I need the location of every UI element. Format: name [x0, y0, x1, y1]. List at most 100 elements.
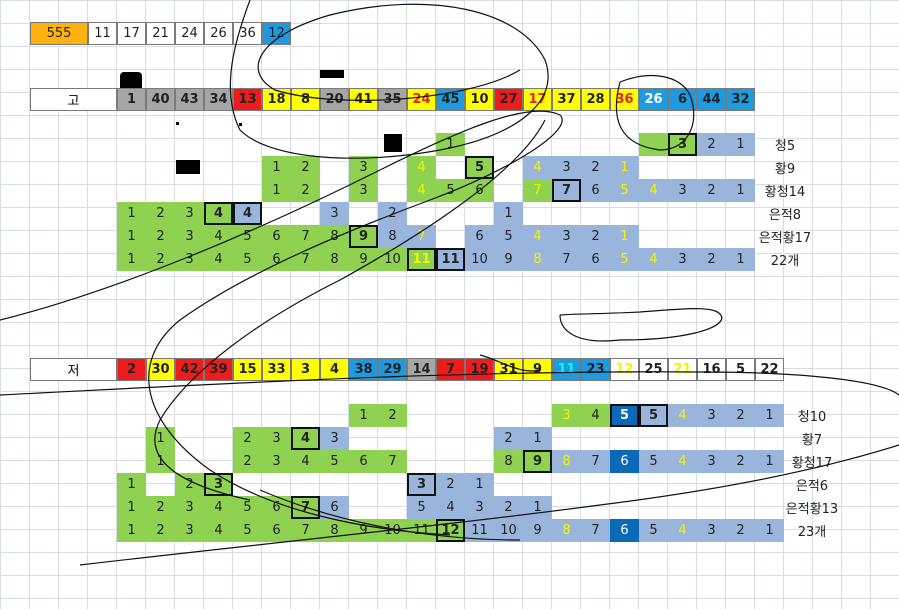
ink-blot [120, 72, 142, 88]
grid-cell: 3 [349, 156, 378, 179]
ink-dot [176, 122, 179, 125]
grid-cell: 1 [117, 225, 146, 248]
grid-cell: 7 [407, 225, 436, 248]
grid-cell: 3 [668, 179, 697, 202]
grid-cell: 10 [465, 248, 494, 271]
grid-cell: 1 [146, 427, 175, 450]
grid-cell: 6 [349, 450, 378, 473]
grid-cell: 8 [552, 450, 581, 473]
header-cell: 17 [523, 88, 552, 111]
grid-cell: 3 [204, 473, 233, 496]
grid-cell: 6 [581, 179, 610, 202]
grid-cell: 3 [175, 248, 204, 271]
grid-cell: 2 [378, 202, 407, 225]
grid-cell: 3 [668, 248, 697, 271]
grid-cell: 1 [726, 248, 755, 271]
header-cell: 12 [610, 358, 639, 381]
row-tag: 23개 [797, 525, 827, 540]
grid-cell [639, 133, 668, 156]
grid-cell: 9 [349, 519, 378, 542]
grid-cell: 6 [610, 450, 639, 473]
grid-cell: 3 [349, 179, 378, 202]
ink-blot [384, 134, 402, 152]
grid-cell: 4 [407, 156, 436, 179]
grid-cell: 2 [726, 519, 755, 542]
grid-cell: 4 [436, 496, 465, 519]
grid-cell: 2 [581, 156, 610, 179]
grid-cell: 1 [755, 519, 784, 542]
grid-cell: 7 [581, 519, 610, 542]
grid-cell: 3 [175, 202, 204, 225]
header-cell: 29 [378, 358, 407, 381]
header-cell: 22 [755, 358, 784, 381]
row-tag: 황청17 [791, 456, 833, 471]
grid-cell: 4 [204, 519, 233, 542]
grid-cell: 3 [552, 225, 581, 248]
grid-cell: 6 [262, 496, 291, 519]
header-cell: 44 [697, 88, 726, 111]
header-cell: 32 [726, 88, 755, 111]
grid-cell: 4 [204, 225, 233, 248]
grid-cell: 1 [726, 179, 755, 202]
grid-cell: 1 [117, 248, 146, 271]
header-cell: 38 [349, 358, 378, 381]
grid-cell: 4 [668, 519, 697, 542]
grid-cell: 4 [581, 404, 610, 427]
header-cell: 35 [378, 88, 407, 111]
header-cell: 9 [523, 358, 552, 381]
grid-cell: 8 [552, 519, 581, 542]
grid-cell: 2 [726, 450, 755, 473]
grid-cell: 1 [726, 133, 755, 156]
grid-cell: 3 [552, 404, 581, 427]
grid-cell: 11 [407, 248, 436, 271]
header-cell: 1 [117, 88, 146, 111]
header-cell: 2 [117, 358, 146, 381]
grid-cell: 3 [175, 519, 204, 542]
grid-cell: 2 [697, 248, 726, 271]
grid-cell: 1 [755, 450, 784, 473]
top-strip-cell: 12 [262, 22, 291, 45]
grid-cell: 1 [117, 473, 146, 496]
grid-cell: 3 [697, 404, 726, 427]
grid-cell: 4 [204, 202, 233, 225]
top-strip-cell: 24 [175, 22, 204, 45]
top-strip-cell: 21 [146, 22, 175, 45]
grid-cell: 5 [610, 179, 639, 202]
grid-cell: 1 [262, 156, 291, 179]
grid-cell: 6 [262, 519, 291, 542]
grid-cell: 4 [291, 427, 320, 450]
row-tag: 22개 [770, 254, 800, 269]
grid-cell: 4 [204, 496, 233, 519]
top-strip-cell: 555 [30, 22, 88, 45]
grid-cell: 2 [146, 225, 175, 248]
grid-cell: 2 [378, 404, 407, 427]
header-cell: 21 [668, 358, 697, 381]
grid-cell: 3 [697, 519, 726, 542]
header-cell: 15 [233, 358, 262, 381]
grid-cell: 1 [610, 156, 639, 179]
top-strip-cell: 11 [88, 22, 117, 45]
grid-cell: 6 [320, 496, 349, 519]
grid-cell: 3 [262, 427, 291, 450]
grid-cell: 12 [436, 519, 465, 542]
grid-cell: 5 [233, 496, 262, 519]
grid-cell: 4 [233, 202, 262, 225]
grid-cell: 11 [436, 248, 465, 271]
grid-cell: 8 [320, 519, 349, 542]
grid-cell: 1 [117, 519, 146, 542]
grid-cell: 7 [291, 248, 320, 271]
grid-cell: 7 [291, 225, 320, 248]
grid-cell: 10 [378, 248, 407, 271]
top-strip-cell: 36 [233, 22, 262, 45]
grid-cell: 6 [262, 225, 291, 248]
grid-cell: 3 [175, 225, 204, 248]
header-cell: 5 [726, 358, 755, 381]
header-cell: 10 [465, 88, 494, 111]
grid-cell: 2 [233, 450, 262, 473]
ink-dot [239, 123, 242, 126]
grid-cell: 6 [262, 248, 291, 271]
grid-cell: 8 [320, 225, 349, 248]
grid-cell: 4 [523, 156, 552, 179]
row-tag: 청5 [774, 139, 796, 154]
header-cell: 25 [639, 358, 668, 381]
